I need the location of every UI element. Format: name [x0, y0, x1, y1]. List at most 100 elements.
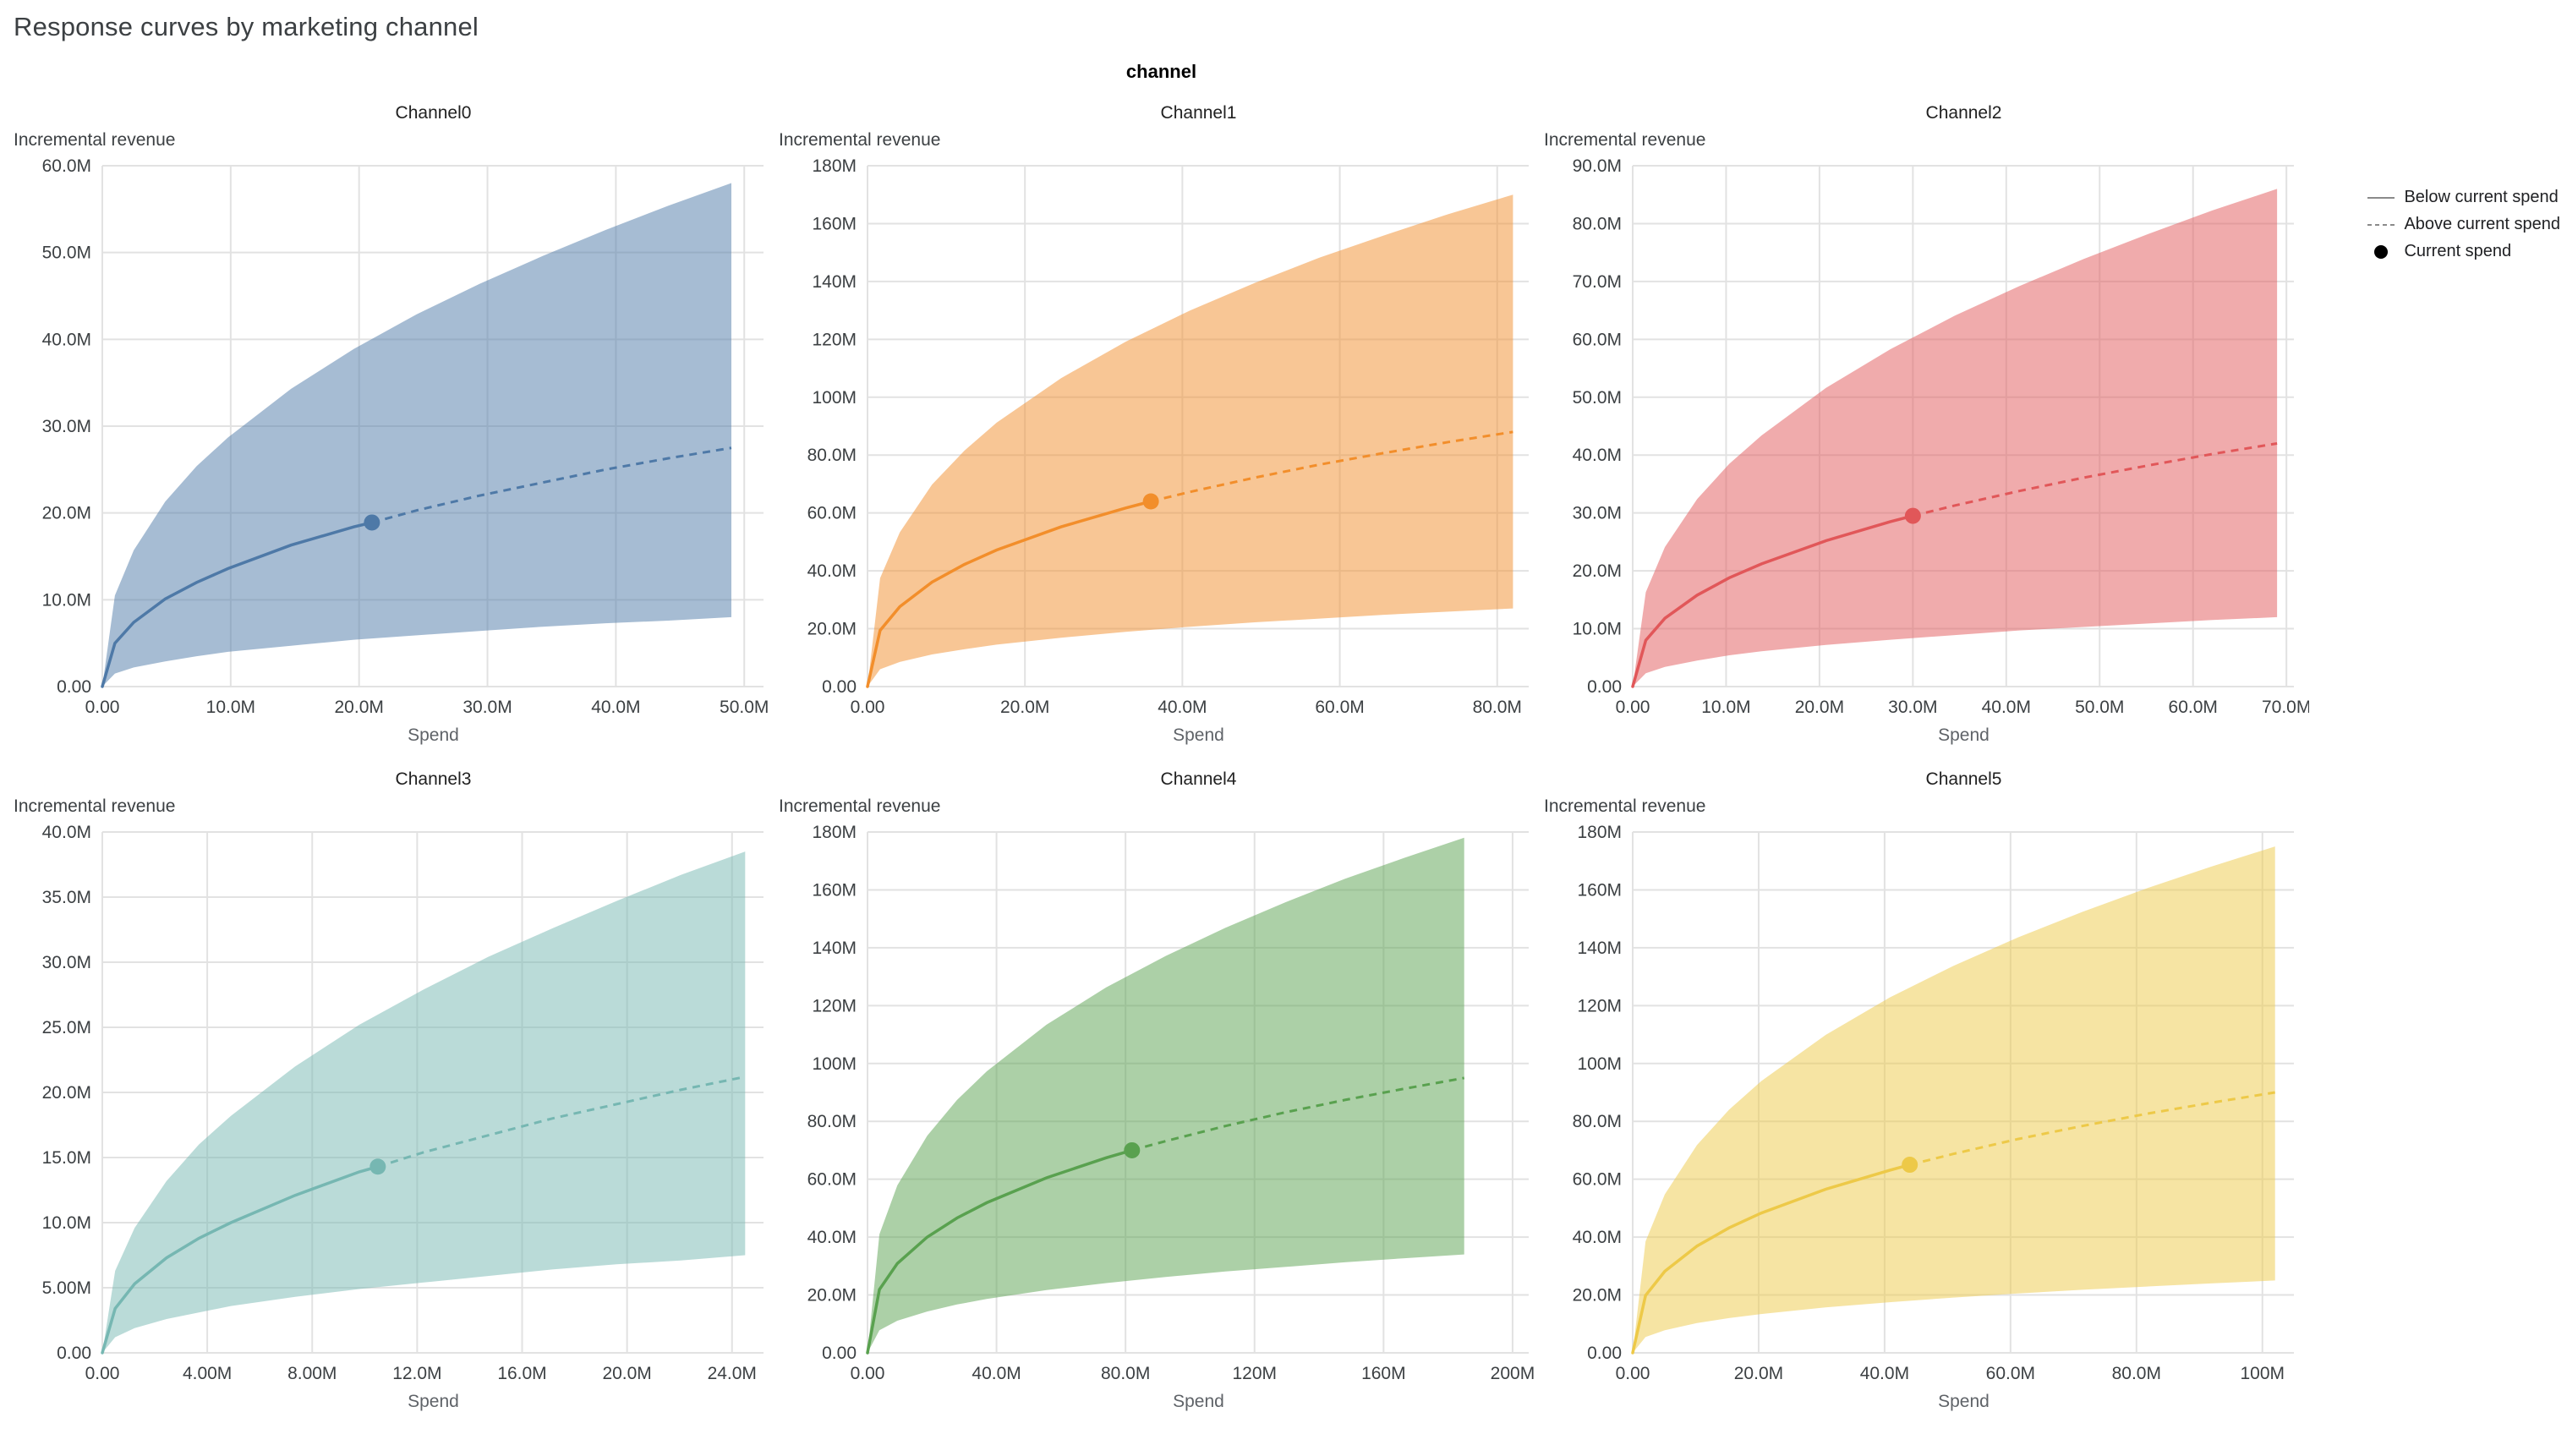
legend-label: Below current spend — [2404, 188, 2559, 206]
svg-text:140M: 140M — [812, 939, 857, 958]
svg-text:40.0M: 40.0M — [42, 825, 91, 842]
svg-text:160M: 160M — [1361, 1364, 1406, 1383]
svg-text:0.00: 0.00 — [1616, 1364, 1650, 1383]
svg-text:80.0M: 80.0M — [807, 1112, 857, 1131]
svg-text:0.00: 0.00 — [85, 1364, 120, 1383]
legend-label: Current spend — [2404, 242, 2512, 260]
svg-text:20.0M: 20.0M — [1573, 1286, 1622, 1305]
svg-text:80.0M: 80.0M — [1473, 698, 1522, 717]
svg-text:100M: 100M — [812, 388, 857, 408]
svg-text:100M: 100M — [1577, 1054, 1622, 1074]
x-axis-title: Spend — [408, 725, 459, 745]
svg-text:0.00: 0.00 — [851, 698, 885, 717]
svg-text:60.0M: 60.0M — [807, 1170, 857, 1190]
svg-text:30.0M: 30.0M — [1573, 504, 1622, 523]
svg-text:60.0M: 60.0M — [1573, 1170, 1622, 1190]
plot-area: 0.00 10.0M 20.0M 30.0M 40.0M 50.0M 60.0M 70.0M 8… — [1544, 156, 2312, 725]
legend-item-above-current-spend: Above current spend — [2366, 215, 2560, 234]
svg-text:20.0M: 20.0M — [42, 504, 91, 523]
legend-item-current-spend: Current spend — [2366, 242, 2560, 261]
svg-text:20.0M: 20.0M — [1573, 561, 1622, 581]
svg-text:15.0M: 15.0M — [42, 1148, 91, 1168]
svg-text:5.00M: 5.00M — [42, 1278, 91, 1298]
chart-title: Channel5 — [1925, 769, 2002, 789]
svg-text:30.0M: 30.0M — [42, 417, 91, 436]
svg-text:80.0M: 80.0M — [807, 446, 857, 465]
svg-text:8.00M: 8.00M — [287, 1364, 337, 1383]
svg-text:80.0M: 80.0M — [1573, 1112, 1622, 1131]
svg-text:20.0M: 20.0M — [42, 1083, 91, 1103]
svg-text:120M: 120M — [1577, 996, 1622, 1015]
svg-text:50.0M: 50.0M — [42, 244, 91, 263]
chart-channel2: Channel2 Incremental revenue 0.00 10.0M 20… — [1544, 96, 2312, 751]
svg-text:10.0M: 10.0M — [42, 590, 91, 610]
svg-text:20.0M: 20.0M — [807, 620, 857, 639]
svg-text:20.0M: 20.0M — [335, 698, 384, 717]
y-axis-title: Incremental revenue — [1544, 130, 1706, 150]
x-axis-title: Spend — [1173, 1392, 1224, 1411]
svg-text:100M: 100M — [2240, 1364, 2285, 1383]
y-axis-title: Incremental revenue — [1544, 796, 1706, 816]
svg-text:30.0M: 30.0M — [462, 698, 512, 717]
svg-text:40.0M: 40.0M — [807, 1228, 857, 1247]
solid-line-icon — [2367, 196, 2395, 199]
svg-text:40.0M: 40.0M — [972, 1364, 1021, 1383]
svg-text:4.00M: 4.00M — [183, 1364, 232, 1383]
y-axis-title: Incremental revenue — [779, 796, 941, 816]
chart-title: Channel4 — [1160, 769, 1237, 789]
svg-text:20.0M: 20.0M — [602, 1364, 651, 1383]
svg-text:0.00: 0.00 — [851, 1364, 885, 1383]
svg-text:80.0M: 80.0M — [1101, 1364, 1150, 1383]
charts-row-2: Channel3 Incremental revenue 0.00 5.00M 10… — [14, 763, 2560, 1417]
svg-text:180M: 180M — [1577, 825, 1622, 842]
svg-text:40.0M: 40.0M — [1982, 698, 2031, 717]
facet-header: channel — [1125, 61, 1197, 82]
svg-text:60.0M: 60.0M — [2169, 698, 2218, 717]
chart-channel3: Channel3 Incremental revenue 0.00 5.00M 10… — [14, 763, 779, 1417]
svg-text:160M: 160M — [812, 880, 857, 900]
svg-text:24.0M: 24.0M — [708, 1364, 757, 1383]
chart-title: Channel3 — [395, 769, 472, 789]
svg-text:40.0M: 40.0M — [1158, 698, 1207, 717]
svg-text:12.0M: 12.0M — [392, 1364, 441, 1383]
svg-text:180M: 180M — [812, 825, 857, 842]
svg-text:40.0M: 40.0M — [1860, 1364, 1909, 1383]
chart-title: Channel1 — [1160, 103, 1237, 123]
svg-text:200M: 200M — [1491, 1364, 1535, 1383]
plot-area: 0.00 5.00M 10.0M 15.0M 20.0M 25.0M 30.0M 35.0M 4… — [14, 823, 779, 1392]
svg-text:160M: 160M — [812, 214, 857, 233]
svg-text:80.0M: 80.0M — [1573, 214, 1622, 233]
svg-text:140M: 140M — [1577, 939, 1622, 958]
y-axis-title: Incremental revenue — [14, 130, 176, 150]
svg-text:40.0M: 40.0M — [807, 561, 857, 581]
svg-text:50.0M: 50.0M — [720, 698, 769, 717]
svg-text:0.00: 0.00 — [822, 677, 857, 697]
page: Response curves by marketing channel cha… — [14, 12, 2560, 1417]
chart-title: Channel2 — [1925, 103, 2002, 123]
dot-icon — [2374, 244, 2389, 259]
svg-text:40.0M: 40.0M — [591, 698, 640, 717]
svg-text:0.00: 0.00 — [57, 1344, 91, 1363]
charts-row-1: Channel0 Incremental revenue 0.00 10.0M 20… — [14, 96, 2560, 751]
svg-text:10.0M: 10.0M — [206, 698, 255, 717]
plot-area: 0.00 20.0M 40.0M 60.0M 80.0M 100M 120M 140M 160M… — [779, 823, 1544, 1392]
chart-channel1: Channel1 Incremental revenue 0.00 20.0M 40… — [779, 96, 1544, 751]
svg-text:60.0M: 60.0M — [1986, 1364, 2035, 1383]
svg-text:10.0M: 10.0M — [42, 1213, 91, 1233]
svg-text:70.0M: 70.0M — [1573, 272, 1622, 292]
svg-text:60.0M: 60.0M — [1573, 330, 1622, 349]
page-title: Response curves by marketing channel — [14, 12, 479, 41]
svg-text:10.0M: 10.0M — [1701, 698, 1750, 717]
svg-text:40.0M: 40.0M — [42, 330, 91, 349]
chart-channel0: Channel0 Incremental revenue 0.00 10.0M 20… — [14, 96, 779, 751]
svg-text:35.0M: 35.0M — [42, 888, 91, 907]
svg-text:60.0M: 60.0M — [807, 504, 857, 523]
svg-text:120M: 120M — [812, 330, 857, 349]
chart-channel4: Channel4 Incremental revenue 0.00 20.0M 40… — [779, 763, 1544, 1417]
svg-text:70.0M: 70.0M — [2262, 698, 2309, 717]
svg-text:0.00: 0.00 — [1587, 1344, 1622, 1363]
y-axis-title: Incremental revenue — [779, 130, 941, 150]
legend-item-below-current-spend: Below current spend — [2366, 188, 2560, 207]
plot-area: 0.00 20.0M 40.0M 60.0M 80.0M 100M 120M 140M 160M… — [779, 156, 1544, 725]
svg-text:80.0M: 80.0M — [2112, 1364, 2161, 1383]
